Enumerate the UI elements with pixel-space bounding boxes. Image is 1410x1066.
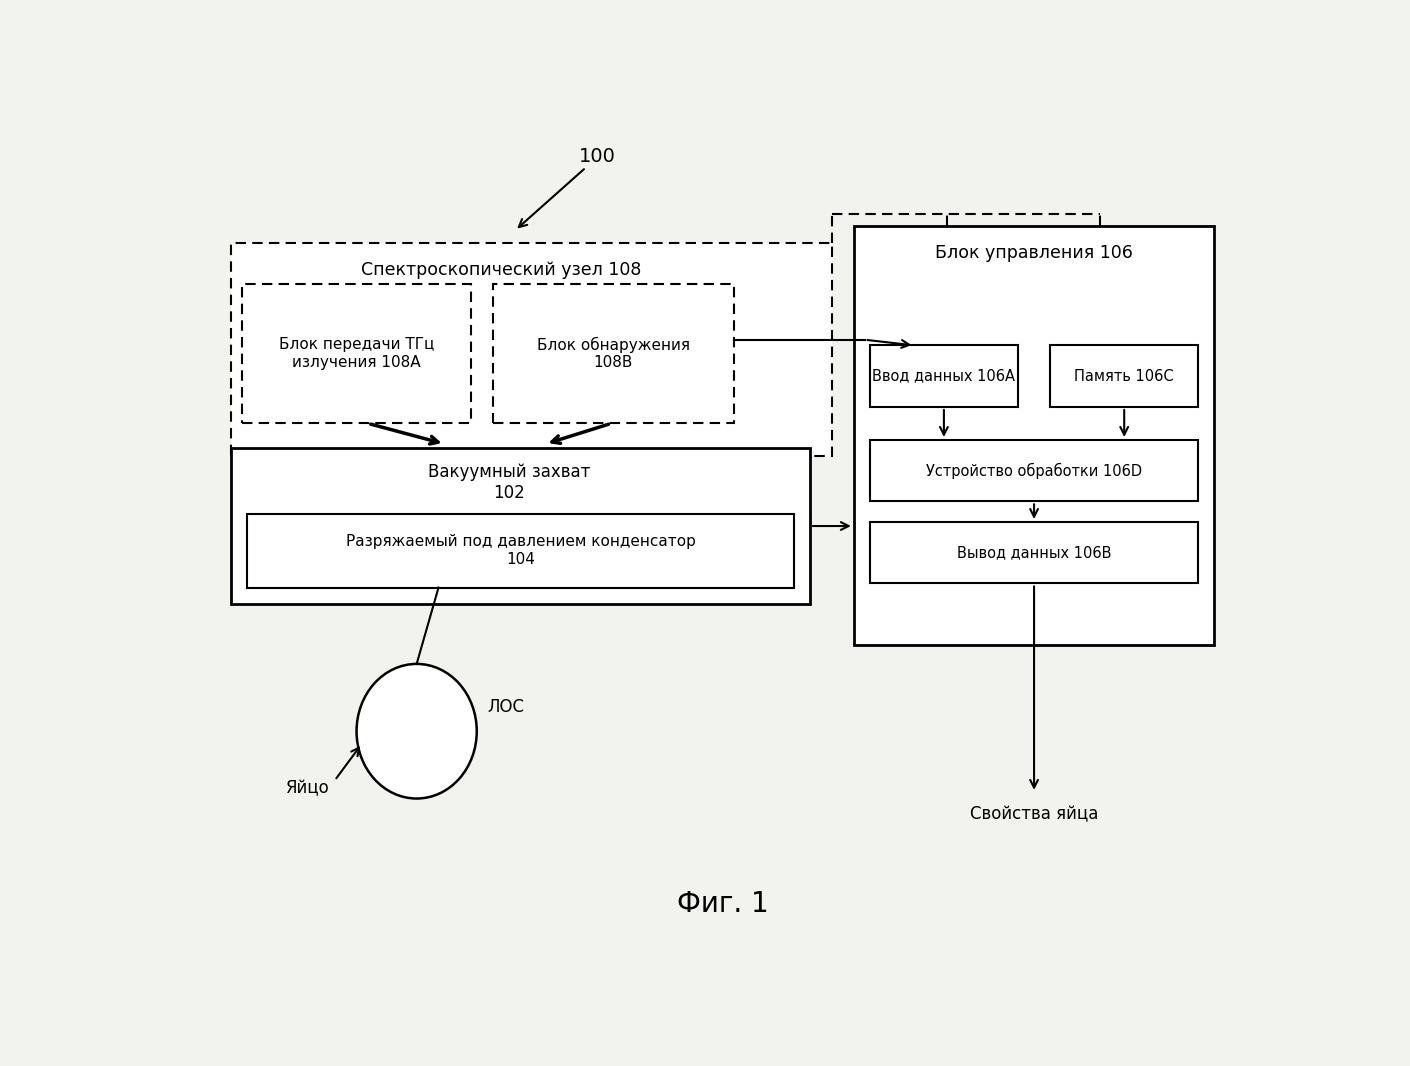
FancyBboxPatch shape — [1050, 345, 1198, 407]
FancyBboxPatch shape — [870, 522, 1198, 583]
FancyBboxPatch shape — [243, 284, 471, 423]
Text: Спектроскопический узел 108: Спектроскопический узел 108 — [361, 261, 642, 279]
FancyBboxPatch shape — [493, 284, 733, 423]
Text: Яйцо: Яйцо — [285, 779, 330, 797]
FancyBboxPatch shape — [231, 243, 832, 456]
Text: Вакуумный захват
102: Вакуумный захват 102 — [427, 463, 589, 502]
Text: Разряжаемый под давлением конденсатор
104: Разряжаемый под давлением конденсатор 10… — [345, 534, 695, 567]
FancyBboxPatch shape — [231, 448, 811, 604]
Ellipse shape — [357, 664, 477, 798]
Text: Фиг. 1: Фиг. 1 — [677, 890, 768, 918]
FancyBboxPatch shape — [870, 345, 1018, 407]
Text: Устройство обработки 106D: Устройство обработки 106D — [926, 463, 1142, 479]
Text: Вывод данных 106B: Вывод данных 106B — [957, 545, 1111, 561]
Text: Блок передачи ТГц
излучения 108A: Блок передачи ТГц излучения 108A — [279, 338, 434, 370]
FancyBboxPatch shape — [247, 514, 794, 587]
Text: Ввод данных 106A: Ввод данных 106A — [873, 369, 1015, 384]
Text: Блок обнаружения
108B: Блок обнаружения 108B — [537, 337, 689, 370]
Text: ЛОС: ЛОС — [488, 697, 525, 715]
Text: Блок управления 106: Блок управления 106 — [935, 244, 1134, 262]
FancyBboxPatch shape — [870, 440, 1198, 501]
Text: Память 106C: Память 106C — [1074, 369, 1175, 384]
Text: Свойства яйца: Свойства яйца — [970, 805, 1098, 823]
FancyBboxPatch shape — [854, 226, 1214, 645]
Text: 100: 100 — [578, 147, 615, 166]
